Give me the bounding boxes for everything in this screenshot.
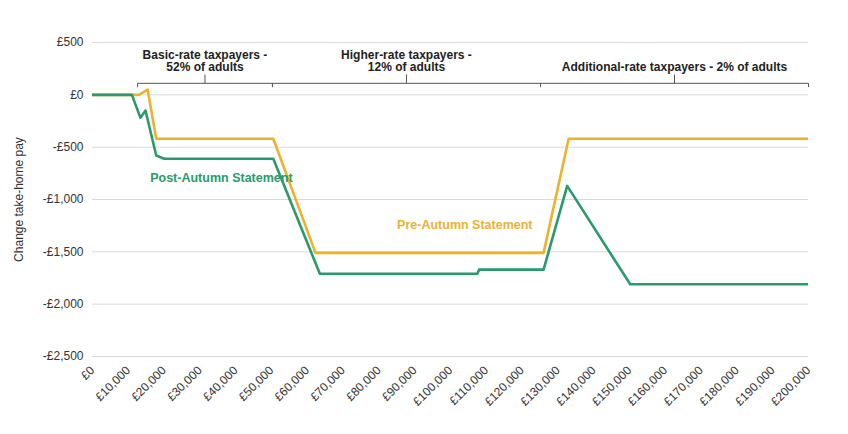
svg-text:£500: £500 xyxy=(57,35,84,49)
svg-text:£190,000: £190,000 xyxy=(732,363,778,409)
svg-text:£140,000: £140,000 xyxy=(553,363,599,409)
svg-text:£150,000: £150,000 xyxy=(589,363,635,409)
svg-text:£120,000: £120,000 xyxy=(481,363,527,409)
svg-text:£10,000: £10,000 xyxy=(93,363,134,404)
svg-text:£160,000: £160,000 xyxy=(624,363,671,409)
svg-text:£130,000: £130,000 xyxy=(517,363,563,409)
svg-text:£70,000: £70,000 xyxy=(307,363,348,404)
svg-text:£50,000: £50,000 xyxy=(236,363,277,404)
svg-text:£80,000: £80,000 xyxy=(343,363,384,404)
svg-text:£100,000: £100,000 xyxy=(410,363,456,409)
svg-text:£170,000: £170,000 xyxy=(660,363,706,409)
svg-text:Higher-rate taxpayers -12% of: Higher-rate taxpayers -12% of adults xyxy=(341,48,472,74)
svg-text:-£1,500: -£1,500 xyxy=(43,245,84,259)
svg-text:£40,000: £40,000 xyxy=(200,363,241,404)
svg-text:£20,000: £20,000 xyxy=(128,363,169,404)
svg-text:£0: £0 xyxy=(78,363,98,383)
svg-text:£110,000: £110,000 xyxy=(446,363,492,408)
svg-text:Basic-rate taxpayers -52% of a: Basic-rate taxpayers -52% of adults xyxy=(143,48,268,74)
svg-text:£180,000: £180,000 xyxy=(696,363,742,409)
svg-text:-£1,000: -£1,000 xyxy=(43,192,84,206)
svg-text:-£500: -£500 xyxy=(53,140,84,154)
svg-text:Additional-rate taxpayers - 2%: Additional-rate taxpayers - 2% of adults xyxy=(562,60,788,74)
svg-text:-£2,000: -£2,000 xyxy=(43,297,84,311)
svg-text:Post-Autumn Statement: Post-Autumn Statement xyxy=(150,171,293,185)
svg-text:£60,000: £60,000 xyxy=(272,363,313,404)
svg-text:Change take-home pay: Change take-home pay xyxy=(12,137,26,262)
svg-text:£200,000: £200,000 xyxy=(768,363,814,409)
svg-text:£30,000: £30,000 xyxy=(164,363,205,404)
svg-text:£90,000: £90,000 xyxy=(379,363,420,404)
svg-text:-£2,500: -£2,500 xyxy=(43,349,84,363)
svg-text:Pre-Autumn Statement: Pre-Autumn Statement xyxy=(397,218,533,232)
svg-text:£0: £0 xyxy=(70,88,84,102)
